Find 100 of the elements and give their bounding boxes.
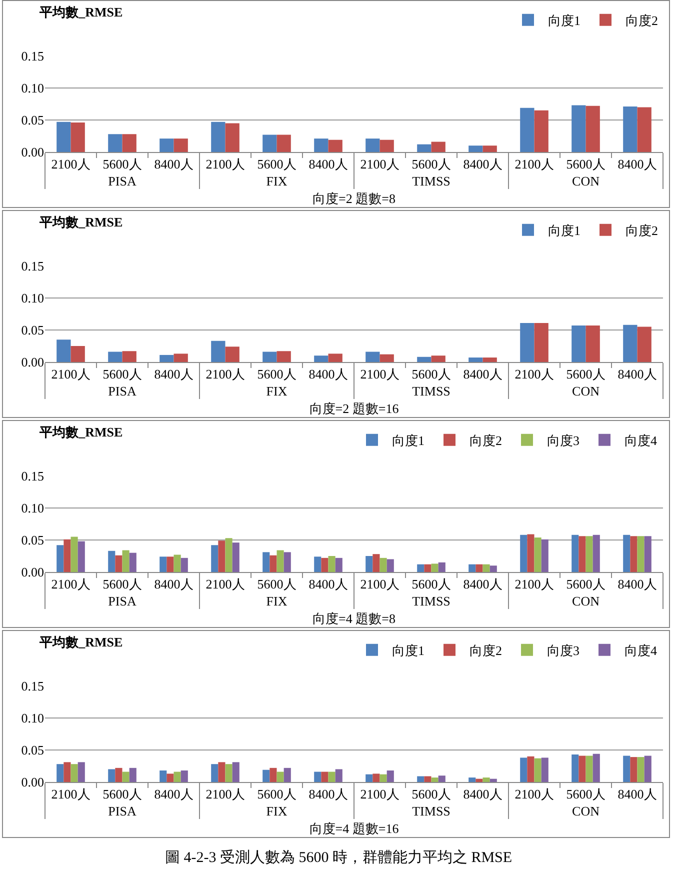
bar bbox=[490, 566, 497, 572]
bar bbox=[160, 354, 174, 362]
bar bbox=[160, 138, 174, 152]
bar bbox=[520, 108, 534, 152]
bar bbox=[262, 770, 270, 782]
bar bbox=[482, 358, 497, 362]
text: PISA bbox=[108, 384, 137, 399]
bar bbox=[417, 144, 432, 152]
x-tick-label: 8400人 bbox=[308, 366, 348, 382]
x-tick-label: 2100人 bbox=[514, 366, 554, 382]
bar bbox=[321, 558, 328, 572]
bar bbox=[160, 770, 167, 782]
bar bbox=[468, 564, 476, 572]
bar bbox=[270, 768, 277, 782]
bar bbox=[225, 538, 232, 572]
x-tick-label: 2100人 bbox=[206, 366, 245, 382]
x-tick-label: 5600人 bbox=[566, 366, 606, 382]
bar bbox=[232, 542, 240, 572]
x-tick-label: 5600人 bbox=[102, 156, 142, 172]
bar bbox=[417, 356, 432, 362]
x-tick-label: 2100人 bbox=[51, 366, 90, 382]
bar bbox=[56, 764, 64, 782]
text: CON bbox=[572, 594, 600, 609]
bar bbox=[386, 559, 394, 572]
y-tick-label: 0.00 bbox=[21, 564, 44, 580]
y-tick-label: 0.00 bbox=[21, 354, 44, 370]
bar bbox=[534, 110, 548, 152]
legend-label: 向度1 bbox=[548, 12, 580, 28]
bar bbox=[108, 550, 116, 572]
x-tick-label: 5600人 bbox=[566, 156, 606, 172]
x-tick-label: 5600人 bbox=[257, 156, 296, 172]
bar bbox=[637, 326, 652, 362]
bar bbox=[520, 322, 534, 362]
x-tick-label: 8400人 bbox=[308, 786, 348, 802]
x-tick-label: 8400人 bbox=[618, 786, 657, 802]
bar bbox=[644, 536, 652, 572]
x-tick-label: 8400人 bbox=[308, 156, 348, 172]
chart-title: 平均數_RMSE bbox=[38, 4, 123, 20]
bar bbox=[586, 106, 600, 152]
bar bbox=[431, 564, 438, 572]
bar bbox=[180, 770, 188, 782]
bar bbox=[70, 536, 78, 572]
x-axis-title: 向度=4 題數=16 bbox=[309, 821, 400, 836]
legend-label: 向度4 bbox=[624, 432, 658, 448]
text: CON bbox=[572, 174, 600, 189]
x-tick-label: 2100人 bbox=[51, 156, 90, 172]
legend-label: 向度1 bbox=[392, 642, 424, 658]
x-tick-label: 8400人 bbox=[463, 366, 502, 382]
bar bbox=[623, 324, 638, 362]
bar bbox=[623, 756, 630, 782]
x-tick-label: 5600人 bbox=[102, 786, 142, 802]
legend-label: 向度3 bbox=[547, 432, 580, 448]
x-tick-label: 5600人 bbox=[566, 576, 606, 592]
bar bbox=[623, 106, 638, 152]
y-tick-label: 0.15 bbox=[21, 678, 44, 694]
bar bbox=[527, 756, 534, 782]
text: PISA bbox=[108, 804, 137, 819]
x-tick-label: 8400人 bbox=[618, 576, 657, 592]
text: 圖 4-2-3 受測人數為 5600 時，群體能力平均之 RMSE bbox=[164, 848, 514, 867]
bar bbox=[578, 536, 586, 572]
legend-label: 向度2 bbox=[626, 222, 658, 238]
y-tick-label: 0.15 bbox=[21, 48, 44, 64]
x-axis-title: 向度=2 題數=16 bbox=[309, 401, 400, 416]
bar bbox=[586, 536, 593, 572]
bar bbox=[482, 564, 490, 572]
bar bbox=[56, 122, 71, 152]
x-tick-label: 5600人 bbox=[257, 366, 296, 382]
bar bbox=[276, 772, 284, 782]
bar bbox=[366, 774, 373, 782]
text: FIX bbox=[266, 804, 288, 819]
bar bbox=[64, 539, 71, 572]
bar bbox=[78, 541, 85, 572]
bar bbox=[122, 550, 130, 572]
text: FIX bbox=[266, 594, 288, 609]
bar bbox=[232, 762, 240, 782]
x-tick-label: 5600人 bbox=[257, 576, 296, 592]
bar bbox=[56, 545, 64, 572]
bar bbox=[417, 776, 424, 782]
x-tick-label: 8400人 bbox=[154, 786, 194, 802]
x-tick-label: 5600人 bbox=[412, 366, 451, 382]
bar bbox=[314, 556, 322, 572]
bar bbox=[630, 757, 638, 782]
bar bbox=[592, 754, 600, 782]
bar bbox=[468, 778, 476, 782]
bar bbox=[586, 326, 600, 362]
bar bbox=[644, 756, 652, 782]
chart-title: 平均數_RMSE bbox=[38, 214, 123, 230]
bar bbox=[431, 356, 446, 362]
y-tick-label: 0.00 bbox=[21, 144, 44, 160]
bar bbox=[380, 774, 387, 782]
bar bbox=[174, 354, 188, 362]
bar bbox=[211, 340, 226, 362]
text: FIX bbox=[266, 384, 288, 399]
bar bbox=[424, 776, 432, 782]
bar bbox=[218, 762, 226, 782]
bar bbox=[180, 558, 188, 572]
bar bbox=[78, 762, 85, 782]
bar bbox=[328, 354, 342, 362]
x-tick-label: 2100人 bbox=[514, 576, 554, 592]
text: TIMSS bbox=[412, 174, 450, 189]
